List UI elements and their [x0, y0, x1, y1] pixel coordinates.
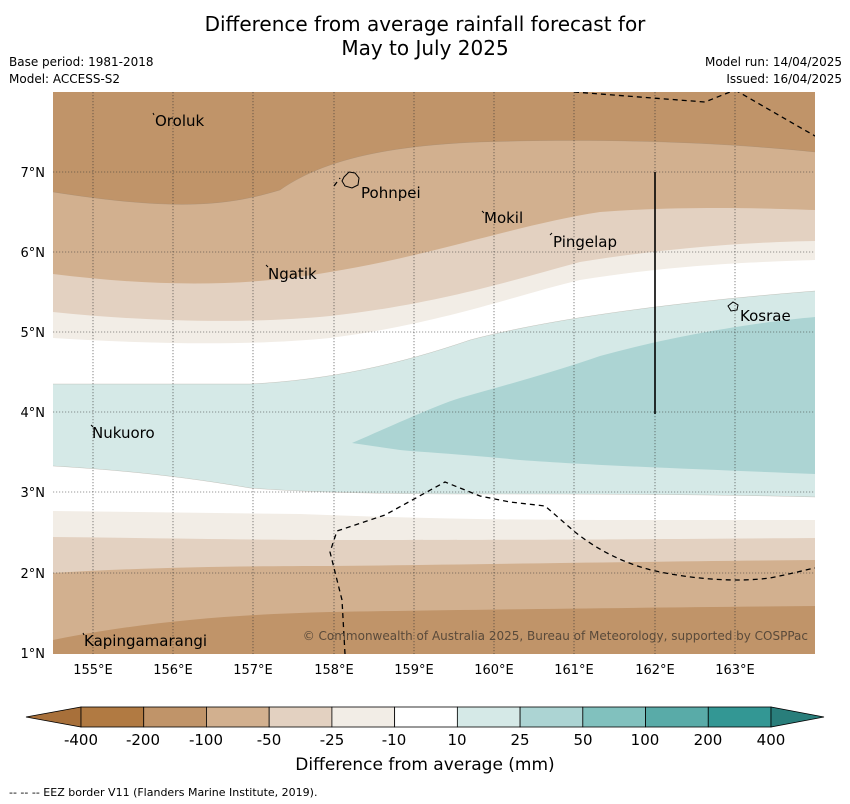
map-title: Difference from average rainfall forecas… — [0, 12, 850, 60]
colorbar-swatch — [331, 706, 396, 728]
cb-tick-label: 25 — [510, 731, 529, 749]
longitude-labels: 155°E 156°E 157°E 158°E 159°E 160°E 161°… — [73, 663, 755, 678]
colorbar-ticks: -400 -200 -100 -50 -25 -10 10 25 50 100 … — [64, 731, 785, 749]
lat-label: 1°N — [21, 647, 46, 662]
colorbar-title: Difference from average (mm) — [295, 755, 555, 775]
colorbar-extend-low — [25, 706, 82, 728]
cb-tick-label: -400 — [64, 731, 98, 749]
title-line-2: May to July 2025 — [341, 36, 509, 60]
cb-tick-label: 400 — [757, 731, 786, 749]
latitude-labels: 7°N 6°N 5°N 4°N 3°N 2°N 1°N — [21, 166, 46, 662]
lat-label: 2°N — [21, 567, 46, 582]
colorbar-swatch — [206, 706, 270, 728]
lat-label: 7°N — [21, 166, 46, 181]
band-minus-200-south — [53, 606, 815, 654]
colorbar-extend-high — [770, 706, 825, 728]
cb-tick-label: -100 — [189, 731, 223, 749]
atoll-marks — [82, 112, 553, 636]
cb-tick-label: -10 — [382, 731, 407, 749]
place-mokil: Mokil — [484, 209, 523, 227]
cb-tick-label: 100 — [631, 731, 660, 749]
lon-label: 159°E — [394, 663, 434, 678]
colorbar-swatch — [394, 706, 458, 728]
colorbar-swatch — [645, 706, 709, 728]
base-period: Base period: 1981-2018 — [9, 55, 154, 69]
meta-right: Model run: 14/04/2025 Issued: 16/04/2025 — [705, 54, 842, 88]
rainfall-map: Oroluk Pohnpei Mokil Pingelap Ngatik Kos… — [21, 92, 815, 678]
lat-label: 4°N — [21, 406, 46, 421]
copyright-notice: © Commonwealth of Australia 2025, Bureau… — [303, 629, 808, 643]
map-layers: Oroluk Pohnpei Mokil Pingelap Ngatik Kos… — [53, 92, 815, 654]
lon-label: 161°E — [554, 663, 594, 678]
model-name: Model: ACCESS-S2 — [9, 72, 121, 86]
place-pohnpei: Pohnpei — [361, 184, 421, 202]
place-kosrae: Kosrae — [740, 307, 791, 325]
place-oroluk: Oroluk — [155, 112, 204, 130]
meta-left: Base period: 1981-2018 Model: ACCESS-S2 — [9, 54, 154, 88]
colorbar-swatch — [519, 706, 584, 728]
model-run: Model run: 14/04/2025 — [704, 55, 842, 69]
cb-tick-label: 200 — [694, 731, 723, 749]
lon-label: 157°E — [233, 663, 273, 678]
lat-label: 5°N — [21, 326, 46, 341]
eez-footnote: -- -- -- EEZ border V11 (Flanders Marine… — [9, 786, 318, 799]
lat-label: 6°N — [21, 246, 46, 261]
lat-label: 3°N — [21, 486, 46, 501]
eez-borders — [329, 92, 815, 654]
pohnpei-island-shape — [341, 171, 360, 189]
colorbar-swatch — [456, 706, 521, 728]
lon-label: 155°E — [73, 663, 113, 678]
cb-tick-label: 50 — [573, 731, 592, 749]
cb-tick-label: 10 — [447, 731, 466, 749]
colorbar-swatch — [582, 706, 646, 728]
lon-label: 160°E — [474, 663, 514, 678]
place-pingelap: Pingelap — [553, 233, 617, 251]
lon-label: 163°E — [715, 663, 755, 678]
band-plus-25 — [352, 317, 815, 474]
band-minus-200-north — [53, 92, 815, 205]
cb-tick-label: -25 — [320, 731, 345, 749]
kosrae-island-shape — [727, 301, 739, 312]
lon-label: 162°E — [635, 663, 675, 678]
cb-tick-label: -50 — [257, 731, 282, 749]
place-nukuoro: Nukuoro — [92, 424, 155, 442]
issued-date: Issued: 16/04/2025 — [726, 72, 842, 86]
colorbar-swatch — [268, 706, 333, 728]
colorbar-swatches — [25, 706, 825, 728]
lon-label: 158°E — [314, 663, 354, 678]
colorbar-swatch — [80, 706, 145, 728]
cb-tick-label: -200 — [126, 731, 160, 749]
title-line-1: Difference from average rainfall forecas… — [204, 12, 646, 36]
place-kapingamarangi: Kapingamarangi — [84, 632, 207, 650]
colorbar-swatch — [143, 706, 207, 728]
colorbar-swatch — [707, 706, 772, 728]
place-ngatik: Ngatik — [268, 265, 317, 283]
lon-label: 156°E — [153, 663, 193, 678]
